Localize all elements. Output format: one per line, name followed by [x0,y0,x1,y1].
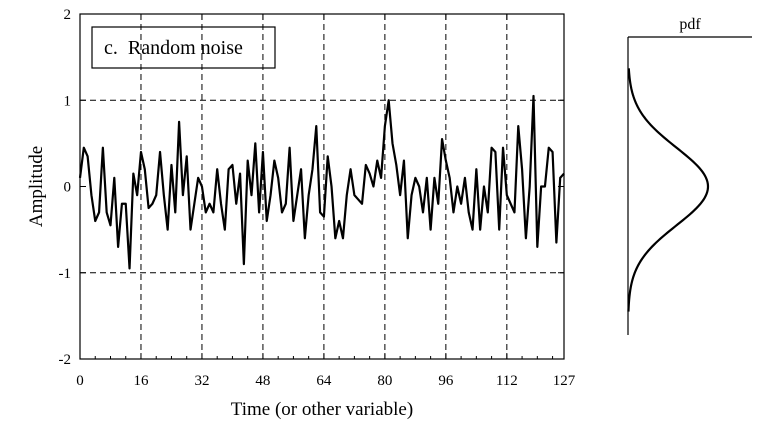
annotation-label: c. Random noise [104,37,243,59]
y-tick-label: -2 [59,352,72,368]
x-tick-label: 64 [316,373,332,389]
y-tick-label: 0 [64,180,72,196]
plot-frame [79,13,565,360]
x-tick-label: 16 [133,373,149,389]
pdf-curve [627,68,710,312]
y-tick-label: 1 [64,93,72,109]
x-tick-label: 48 [255,373,270,389]
noise-series-line [78,94,565,270]
x-tick-label: 80 [377,373,392,389]
x-tick-label: 127 [553,373,576,389]
y-tick-label: -1 [59,266,72,282]
annotation-box: c. Random noise [91,26,276,69]
x-axis-label: Time (or other variable) [231,399,413,420]
axis-ticks: 0 16 32 48 64 80 96 112 127 -2 -1 0 1 2 [59,7,576,389]
x-tick-label: 0 [76,373,84,389]
y-tick-label: 2 [64,7,72,23]
grid-lines [80,14,564,359]
x-tick-label: 112 [496,373,518,389]
x-tick-label: 96 [438,373,454,389]
pdf-panel: pdf [627,16,752,335]
x-tick-label: 32 [194,373,209,389]
annotation-frame [91,26,276,69]
y-axis-label: Amplitude [26,146,47,227]
pdf-title: pdf [679,16,701,33]
